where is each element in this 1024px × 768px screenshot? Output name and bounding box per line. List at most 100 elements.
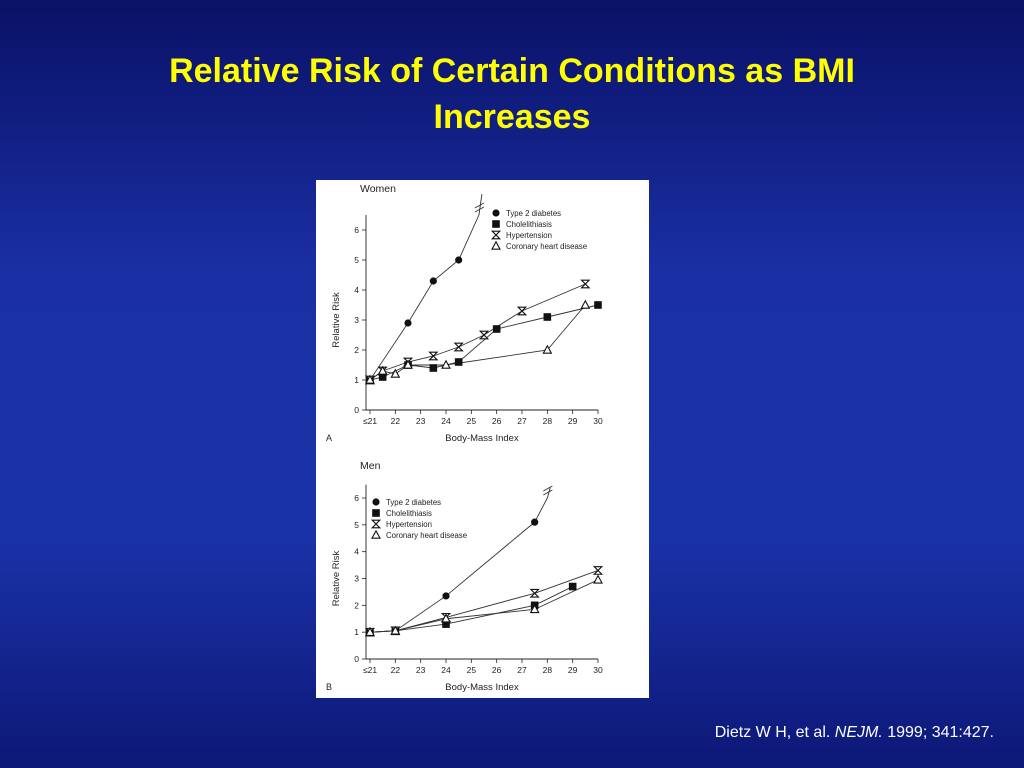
x-tick-label: 24 <box>441 416 451 426</box>
y-axis-label: Relative Risk <box>331 292 342 348</box>
axis-break-mark <box>474 206 485 213</box>
y-axis-label: Relative Risk <box>331 551 342 607</box>
x-tick-label: 25 <box>467 416 477 426</box>
axis-break-mark <box>543 485 553 492</box>
x-tick-label: 28 <box>543 665 553 675</box>
y-tick-label: 3 <box>354 574 359 584</box>
axis-break-mark <box>474 202 485 209</box>
figure-panel: Women 0 1 2 3 4 5 6 ≤21 22 23 24 25 26 27 28 29 30 Relativ… <box>316 180 649 698</box>
series-line-hourglass <box>369 283 586 381</box>
slide-title-line-2: Increases <box>433 98 591 136</box>
x-tick-label: 30 <box>593 416 603 426</box>
x-axis-label: Body-Mass Index <box>445 682 519 693</box>
x-tick-label: 23 <box>416 416 426 426</box>
data-point-triangle <box>441 613 451 623</box>
data-point-triangle <box>365 374 375 384</box>
x-tick-label: 27 <box>517 416 527 426</box>
x-tick-label: 22 <box>391 665 401 675</box>
citation-journal: NEJM. <box>834 724 883 741</box>
legend-marker-circle <box>492 209 500 217</box>
series-line-circle <box>369 214 480 381</box>
data-point-hourglass <box>453 342 464 352</box>
panel-title: Women <box>360 183 396 195</box>
y-tick-label: 6 <box>354 493 359 503</box>
legend-label: Coronary heart disease <box>386 531 467 540</box>
x-tick-label: 24 <box>441 665 451 675</box>
data-point-hourglass <box>580 279 591 289</box>
y-tick-label: 2 <box>354 345 359 355</box>
series-line-square <box>369 586 573 633</box>
axis-break-mark <box>543 489 553 496</box>
y-tick-label: 5 <box>354 520 359 530</box>
data-point-triangle <box>580 299 591 309</box>
series-line-circle <box>369 497 548 633</box>
y-tick-label: 1 <box>354 375 359 385</box>
data-point-square <box>543 313 552 321</box>
y-tick-label: 6 <box>354 225 359 235</box>
x-tick-label: 26 <box>492 416 502 426</box>
data-point-triangle <box>365 626 375 636</box>
data-point-circle <box>442 592 450 600</box>
data-point-triangle <box>390 368 401 378</box>
x-tick-label: ≤21 <box>363 416 377 426</box>
x-tick-label: ≤21 <box>363 665 377 675</box>
data-point-triangle <box>377 365 388 375</box>
y-tick-label: 0 <box>354 654 359 664</box>
data-point-square <box>568 582 577 591</box>
y-tick-label: 5 <box>354 255 359 265</box>
x-tick-label: 26 <box>492 665 502 675</box>
x-tick-label: 28 <box>543 416 553 426</box>
legend-marker-hourglass <box>370 519 382 529</box>
x-tick-label: 23 <box>416 665 426 675</box>
citation-volume: 1999; 341:427. <box>882 724 994 741</box>
data-point-square <box>492 325 501 333</box>
data-point-square <box>378 373 387 381</box>
legend-label: Cholelithiasis <box>386 509 432 518</box>
x-tick-label: 30 <box>593 665 603 675</box>
legend-label: Cholelithiasis <box>506 220 552 229</box>
x-tick-label: 29 <box>568 665 578 675</box>
panel-title: Men <box>360 460 381 472</box>
data-point-triangle <box>390 625 401 635</box>
legend-marker-triangle <box>371 529 381 539</box>
series-line-hourglass <box>369 570 599 633</box>
y-tick-label: 2 <box>354 600 359 610</box>
data-point-circle <box>404 319 412 327</box>
y-tick-label: 4 <box>354 285 359 295</box>
y-tick-label: 3 <box>354 315 359 325</box>
legend-label: Hypertension <box>506 231 552 240</box>
citation-authors: Dietz W H, et al. <box>714 724 835 741</box>
x-axis-label: Body-Mass Index <box>445 433 519 444</box>
legend-label: Hypertension <box>386 520 432 529</box>
data-point-triangle <box>441 359 451 369</box>
y-tick-label: 1 <box>354 627 359 637</box>
data-point-triangle <box>529 604 540 614</box>
data-point-hourglass <box>428 351 439 361</box>
data-point-hourglass <box>478 330 490 340</box>
panel-label: B <box>326 682 332 692</box>
legend-label: Type 2 diabetes <box>386 498 441 507</box>
slide-title: Relative Risk of Certain Conditions as B… <box>60 48 964 140</box>
data-point-circle <box>531 518 539 526</box>
legend-marker-hourglass <box>490 230 502 240</box>
legend-marker-square <box>372 509 380 517</box>
x-tick-label: 25 <box>467 665 477 675</box>
x-tick-label: 29 <box>568 416 578 426</box>
legend-label: Type 2 diabetes <box>506 209 561 218</box>
slide-title-line-1: Relative Risk of Certain Conditions as B… <box>169 52 855 90</box>
data-point-square <box>429 364 438 372</box>
data-point-triangle <box>542 344 553 354</box>
data-point-hourglass <box>592 566 604 575</box>
x-tick-label: 27 <box>517 665 527 675</box>
legend-marker-triangle <box>491 240 501 250</box>
panel-label: A <box>326 433 332 443</box>
data-point-square <box>442 620 450 628</box>
citation: Dietz W H, et al. NEJM. 1999; 341:427. <box>715 724 994 742</box>
data-point-hourglass <box>516 306 528 316</box>
data-point-square <box>454 358 463 366</box>
data-point-hourglass <box>529 588 540 598</box>
data-point-triangle <box>403 359 413 369</box>
